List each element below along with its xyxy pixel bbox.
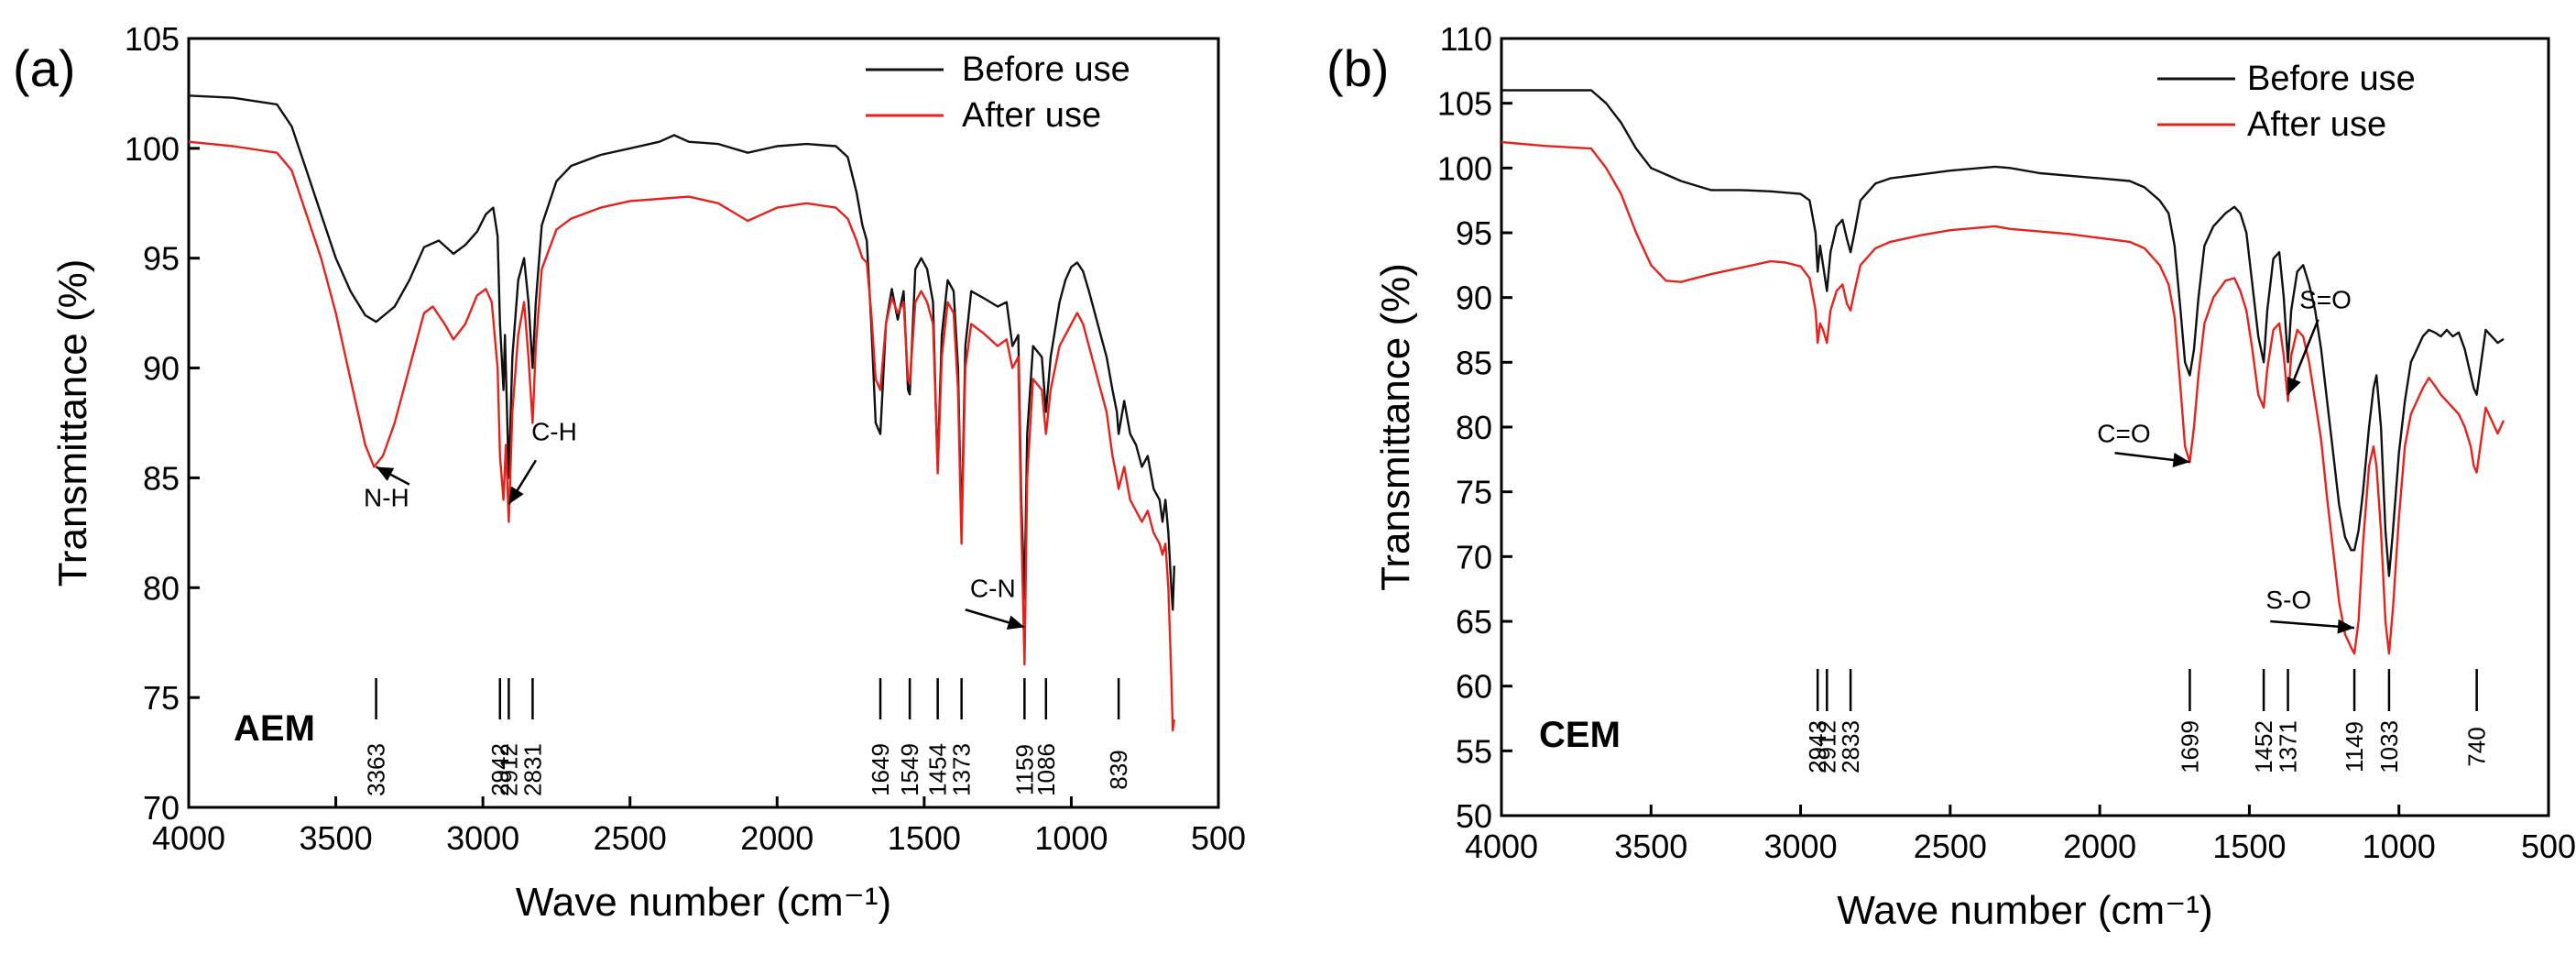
peak-marker-label: 2912: [1813, 720, 1840, 773]
peak-marker-label: 2942: [486, 743, 514, 796]
peak-marker-label: 1649: [867, 743, 894, 796]
peak-marker-label: 1699: [2176, 720, 2203, 773]
membrane-label: CEM: [1539, 715, 1621, 755]
peak-marker-label: 2912: [495, 743, 522, 796]
annotation-label: N-H: [364, 484, 409, 512]
legend-label-after: After use: [2247, 105, 2386, 144]
y-tick-label: 60: [1456, 668, 1492, 706]
annotation-arrowhead: [2337, 619, 2355, 634]
legend-label-before: Before use: [2247, 60, 2416, 98]
y-tick-label: 75: [1456, 474, 1492, 511]
annotation-label: S=O: [2299, 286, 2352, 314]
legend-label-after: After use: [962, 96, 1101, 135]
membrane-label: AEM: [234, 708, 315, 749]
peak-marker-label: 1549: [896, 743, 923, 796]
y-tick-label: 100: [125, 130, 180, 168]
x-tick-label: 2500: [1914, 828, 1987, 865]
y-tick-label: 85: [143, 459, 180, 497]
annotation-label: C-N: [970, 574, 1016, 602]
peak-marker-label: 3363: [363, 743, 390, 796]
series-after-use-line: [188, 140, 1175, 732]
annotation-arrowhead: [2287, 376, 2301, 395]
x-axis-label: Wave number (cm⁻¹): [1837, 888, 2212, 933]
peak-marker-label: 1373: [948, 743, 976, 796]
y-axis-label: Transmittance (%): [50, 259, 95, 587]
x-tick-label: 500: [2521, 828, 2576, 865]
y-tick-label: 95: [143, 240, 180, 278]
panel-b-chart: 4000 3500 3000 2500 2000 1500 1000 500 50 55 60 65 7…: [1326, 20, 2576, 933]
x-tick-label: 2000: [2063, 828, 2136, 865]
x-tick-label: 1000: [1034, 819, 1108, 857]
series-before-use-line: [188, 94, 1175, 611]
y-tick-label: 80: [1456, 409, 1492, 446]
x-tick-label: 3000: [1764, 828, 1838, 865]
y-tick-label: 105: [1437, 85, 1492, 123]
x-axis-label: Wave number (cm⁻¹): [516, 880, 891, 925]
y-tick-label: 100: [1437, 149, 1492, 187]
annotation-arrowhead: [508, 486, 524, 505]
annotation-label: C=O: [2097, 419, 2150, 447]
x-tick-label: 500: [1191, 819, 1246, 857]
peak-marker-label: 2943: [1804, 720, 1831, 773]
y-tick-label: 50: [1456, 797, 1492, 835]
peak-marker-label: 1371: [2275, 720, 2302, 773]
x-tick-label: 1000: [2363, 828, 2436, 865]
x-tick-label: 4000: [152, 819, 225, 857]
y-tick-label: 85: [1456, 344, 1492, 381]
x-tick-label: 4000: [1465, 828, 1538, 865]
y-tick-label: 90: [1456, 280, 1492, 317]
annotation-arrowhead: [2172, 453, 2190, 467]
legend-label-before: Before use: [962, 50, 1130, 89]
plot-frame: [187, 37, 1220, 809]
y-tick-label: 55: [1456, 732, 1492, 770]
y-tick-label: 70: [1456, 538, 1492, 576]
y-tick-label: 105: [125, 20, 180, 58]
peak-marker-label: 2831: [518, 743, 546, 796]
peak-marker-label: 1033: [2375, 720, 2403, 773]
y-tick-label: 65: [1456, 603, 1492, 641]
panel-label: (a): [13, 39, 75, 97]
y-tick-label: 110: [1440, 20, 1492, 58]
y-tick-label: 90: [143, 350, 180, 388]
peak-marker-label: 1149: [2341, 721, 2368, 773]
y-tick-label: 70: [143, 789, 180, 827]
peak-marker-label: 1454: [924, 743, 952, 796]
annotation-label: C-H: [531, 417, 577, 445]
x-tick-label: 3500: [300, 819, 373, 857]
panel-a-chart: 4000 3500 3000 2500 2000 1500 1000 500 70 75 80 85 9…: [13, 20, 1246, 925]
peak-marker-label: 1159: [1010, 744, 1038, 795]
peak-marker-label: 839: [1105, 750, 1132, 789]
peak-marker-label: 2833: [1837, 720, 1864, 773]
series-after-use-line: [1501, 140, 2505, 655]
y-tick-label: 95: [1456, 214, 1492, 252]
x-tick-label: 3500: [1614, 828, 1687, 865]
x-tick-label: 1500: [888, 819, 961, 857]
y-axis-label: Transmittance (%): [1373, 263, 1418, 591]
y-tick-label: 75: [143, 679, 180, 717]
x-tick-label: 2000: [740, 819, 813, 857]
peak-marker-label: 1452: [2250, 720, 2277, 773]
x-tick-label: 3000: [446, 819, 519, 857]
peak-marker-label: 740: [2463, 727, 2491, 766]
series-before-use-line: [1501, 89, 2505, 577]
plot-frame: [1500, 37, 2550, 817]
x-tick-label: 1500: [2212, 828, 2286, 865]
annotation-label: S-O: [2265, 586, 2311, 614]
annotation-arrowhead: [1006, 615, 1025, 630]
panel-label: (b): [1326, 39, 1389, 97]
y-tick-label: 80: [143, 569, 180, 607]
peak-marker-label: 1086: [1032, 743, 1060, 796]
x-tick-label: 2500: [594, 819, 667, 857]
annotation-arrowhead: [376, 466, 395, 481]
